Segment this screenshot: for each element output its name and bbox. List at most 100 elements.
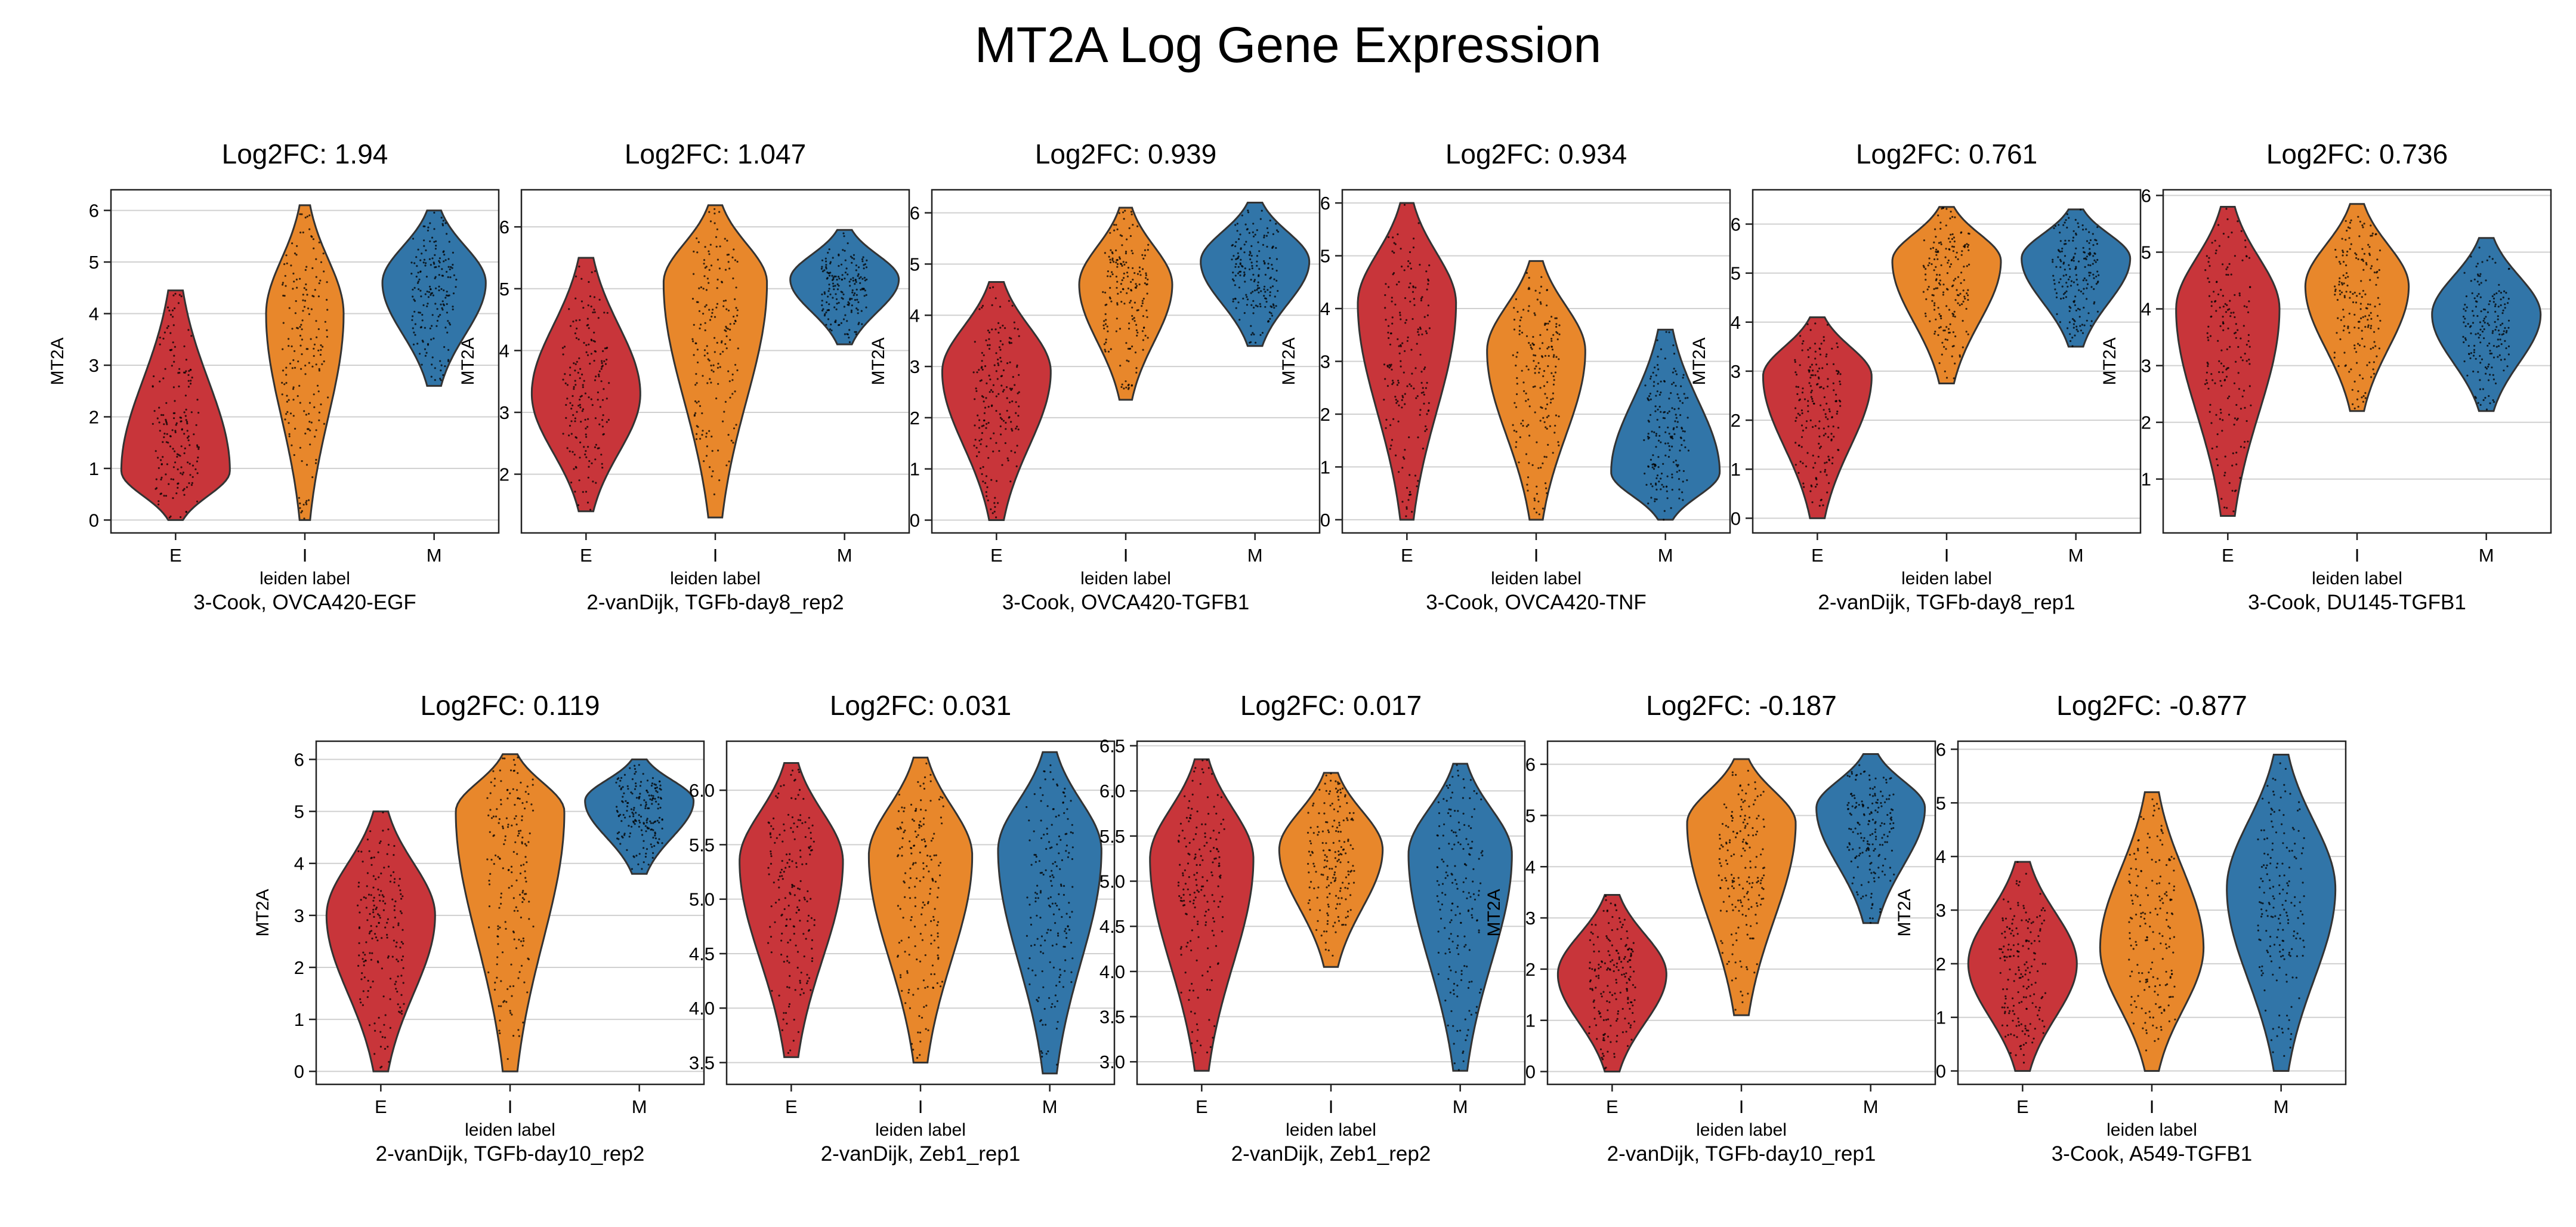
violin-I xyxy=(1278,772,1384,968)
chart-panel: Log2FC: 0.119 2-vanDijk, TGFb-day10_rep2 0… xyxy=(197,685,823,1177)
x-tick-label: M xyxy=(837,545,853,566)
y-tick-label: 0 xyxy=(1731,508,1741,529)
strip-points-M xyxy=(1846,764,1895,924)
y-tick-label: 4 xyxy=(910,305,920,326)
y-tick-label: 3 xyxy=(1525,908,1536,929)
x-tick-label: E xyxy=(1606,1096,1619,1117)
strip-points-E xyxy=(1999,861,2047,1064)
strip-points-I xyxy=(281,213,329,520)
x-tick-label: E xyxy=(1811,545,1824,566)
chart-panel: Log2FC: 1.047 2-vanDijk, TGFb-day8_rep2 2 3… xyxy=(402,133,1028,625)
strip-points-M xyxy=(2052,208,2100,347)
y-tick-label: 0 xyxy=(89,510,99,531)
y-tick-label: 1 xyxy=(89,458,99,479)
y-tick-label: 5 xyxy=(294,801,304,822)
strip-points-E xyxy=(152,292,200,519)
panel-subtitle: 3-Cook, OVCA420-TGFB1 xyxy=(1002,591,1250,614)
x-tick-label: I xyxy=(508,1096,513,1117)
x-axis-label: leiden label xyxy=(1491,569,1582,588)
y-tick-label: 1 xyxy=(1320,457,1330,477)
violin-I xyxy=(265,204,345,521)
y-axis-label: MT2A xyxy=(869,337,888,385)
x-tick-label: E xyxy=(580,545,592,566)
strip-points-E xyxy=(1177,759,1225,1054)
y-tick-label: 0 xyxy=(1320,510,1330,531)
strip-points-E xyxy=(767,769,816,1054)
x-tick-label: M xyxy=(632,1096,647,1117)
violin-I xyxy=(1686,758,1797,1016)
y-tick-label: 6 xyxy=(1320,193,1330,214)
y-tick-label: 6 xyxy=(1936,739,1946,760)
violin-I xyxy=(455,753,566,1072)
y-axis-label: MT2A xyxy=(458,337,478,385)
y-tick-label: 6.0 xyxy=(689,780,715,801)
violin-M xyxy=(997,751,1102,1075)
y-axis-label: MT2A xyxy=(2100,337,2120,385)
y-tick-label: 1 xyxy=(1525,1010,1536,1031)
y-tick-label: 6 xyxy=(2141,186,2151,206)
strip-points-M xyxy=(1231,209,1280,344)
y-tick-label: 6.0 xyxy=(1099,781,1125,801)
strip-points-E xyxy=(1383,204,1431,517)
chart-panel: Log2FC: -0.187 2-vanDijk, TGFb-day10_rep1… xyxy=(1428,685,2055,1177)
y-tick-label: 4 xyxy=(89,304,99,325)
strip-points-M xyxy=(1643,331,1689,521)
y-tick-label: 5 xyxy=(1731,263,1741,284)
y-tick-label: 2 xyxy=(910,408,920,428)
panel-title: Log2FC: 0.031 xyxy=(829,690,1012,721)
y-tick-label: 6.5 xyxy=(1099,736,1125,757)
panel-title: Log2FC: 0.017 xyxy=(1240,690,1422,721)
violin-E xyxy=(530,257,641,513)
violin-E xyxy=(1556,894,1667,1072)
y-tick-label: 6 xyxy=(1525,754,1536,775)
strip-points-I xyxy=(2128,798,2176,1052)
y-tick-label: 6 xyxy=(294,749,304,770)
panel-subtitle: 2-vanDijk, Zeb1_rep1 xyxy=(820,1142,1021,1166)
panel-subtitle: 2-vanDijk, Zeb1_rep2 xyxy=(1231,1142,1431,1166)
violin-M xyxy=(2021,208,2132,348)
strip-points-M xyxy=(820,232,868,343)
violin-M xyxy=(584,759,695,875)
y-tick-label: 5 xyxy=(2141,242,2151,263)
x-tick-label: I xyxy=(1329,1096,1334,1117)
y-tick-label: 0 xyxy=(1525,1062,1536,1083)
y-tick-label: 1 xyxy=(2141,469,2151,490)
x-tick-label: E xyxy=(2222,545,2234,566)
x-tick-label: M xyxy=(1042,1096,1058,1117)
violin-I xyxy=(867,756,974,1063)
y-tick-label: 6 xyxy=(1731,214,1741,235)
violin-M xyxy=(2431,237,2542,412)
strip-points-M xyxy=(1436,764,1484,1071)
y-axis-label: MT2A xyxy=(48,337,67,385)
y-tick-label: 3 xyxy=(1731,361,1741,382)
y-tick-label: 2 xyxy=(1731,410,1741,431)
strip-points-I xyxy=(1512,272,1561,516)
strip-points-I xyxy=(1102,209,1150,390)
y-axis-label: MT2A xyxy=(1689,337,1709,385)
x-tick-label: M xyxy=(427,545,442,566)
y-tick-label: 3.0 xyxy=(1099,1052,1125,1072)
y-tick-label: 0 xyxy=(1936,1061,1946,1082)
y-tick-label: 5.5 xyxy=(689,834,715,855)
x-tick-label: M xyxy=(2479,545,2494,566)
x-tick-label: I xyxy=(1944,545,1950,566)
y-tick-label: 3.5 xyxy=(1099,1007,1125,1028)
x-tick-label: M xyxy=(2274,1096,2289,1117)
y-tick-label: 4 xyxy=(1936,846,1946,867)
y-axis-label: MT2A xyxy=(1895,889,1914,936)
x-tick-label: I xyxy=(2149,1096,2155,1117)
strip-points-E xyxy=(357,811,405,1069)
x-tick-label: I xyxy=(1534,545,1539,566)
chart-panel: Log2FC: 0.736 3-Cook, DU145-TGFB1 1 2 3 4 5 6 E I… xyxy=(2044,133,2576,625)
violin-M xyxy=(1610,328,1721,521)
violin-I xyxy=(2099,791,2205,1072)
panel-subtitle: 3-Cook, DU145-TGFB1 xyxy=(2248,591,2466,614)
y-tick-label: 4.5 xyxy=(689,944,715,964)
x-tick-label: E xyxy=(2016,1096,2029,1117)
